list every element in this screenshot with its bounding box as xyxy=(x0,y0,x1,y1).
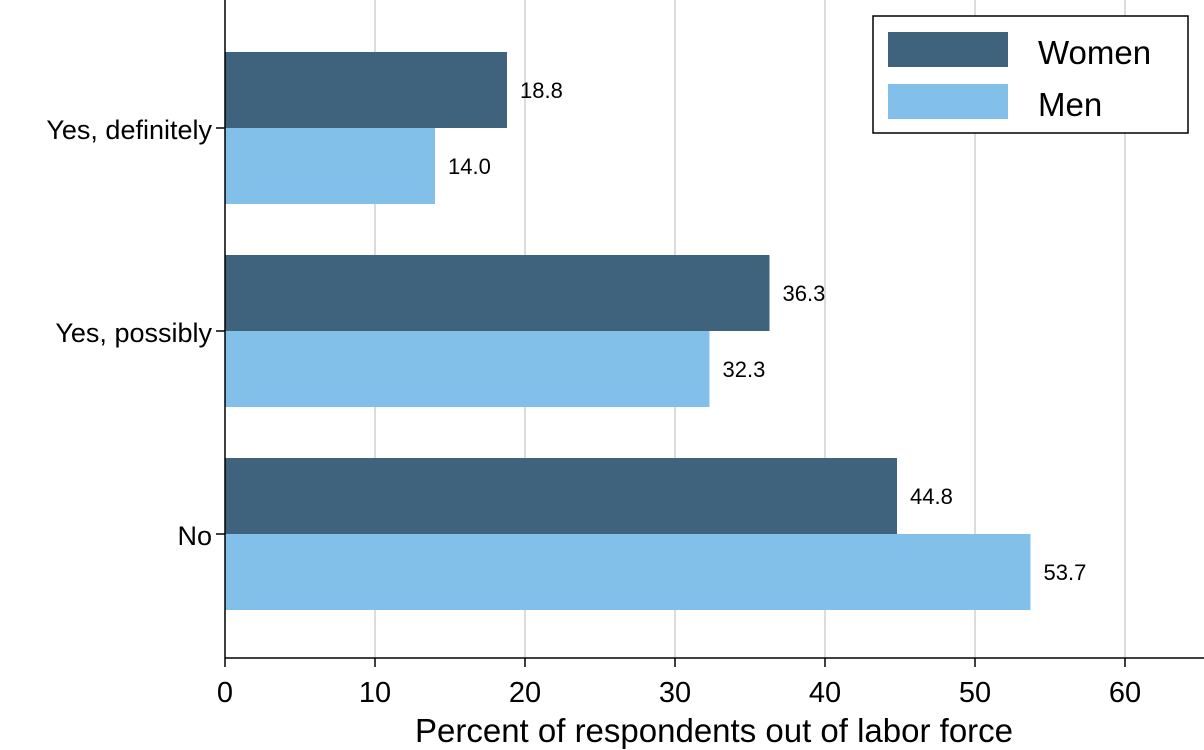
bar-women xyxy=(225,255,770,331)
legend: Women Men xyxy=(872,15,1189,134)
bar-women xyxy=(225,458,897,534)
data-label: 32.3 xyxy=(723,357,766,382)
x-tick-label: 60 xyxy=(1109,677,1141,709)
bar-men xyxy=(225,331,710,407)
x-tick-label: 10 xyxy=(359,677,391,709)
data-label: 44.8 xyxy=(910,484,953,509)
x-tick-label: 40 xyxy=(809,677,841,709)
data-label: 18.8 xyxy=(520,78,563,103)
legend-label-women: Women xyxy=(1038,34,1151,71)
data-label: 36.3 xyxy=(783,281,826,306)
x-tick-label: 20 xyxy=(509,677,541,709)
x-tick-label: 50 xyxy=(959,677,991,709)
legend-label-men: Men xyxy=(1038,86,1102,123)
axes: 0 10 20 30 40 50 60 Yes, definitely Yes, possibl… xyxy=(46,0,1204,709)
x-tick-label: 0 xyxy=(217,677,233,709)
legend-swatch-women xyxy=(888,32,1008,67)
data-label: 53.7 xyxy=(1044,560,1087,585)
legend-swatch-men xyxy=(888,84,1008,119)
y-category-label: Yes, possibly xyxy=(55,318,212,348)
x-axis-title: Percent of respondents out of labor forc… xyxy=(415,712,1013,749)
data-label: 14.0 xyxy=(448,154,491,179)
bar-men xyxy=(225,534,1031,610)
y-category-label: Yes, definitely xyxy=(46,115,212,145)
x-tick-label: 30 xyxy=(659,677,691,709)
y-category-label: No xyxy=(177,521,212,551)
bar-men xyxy=(225,128,435,204)
bars: 18.8 14.0 36.3 32.3 44.8 53.7 xyxy=(225,52,1086,610)
bar-women xyxy=(225,52,507,128)
